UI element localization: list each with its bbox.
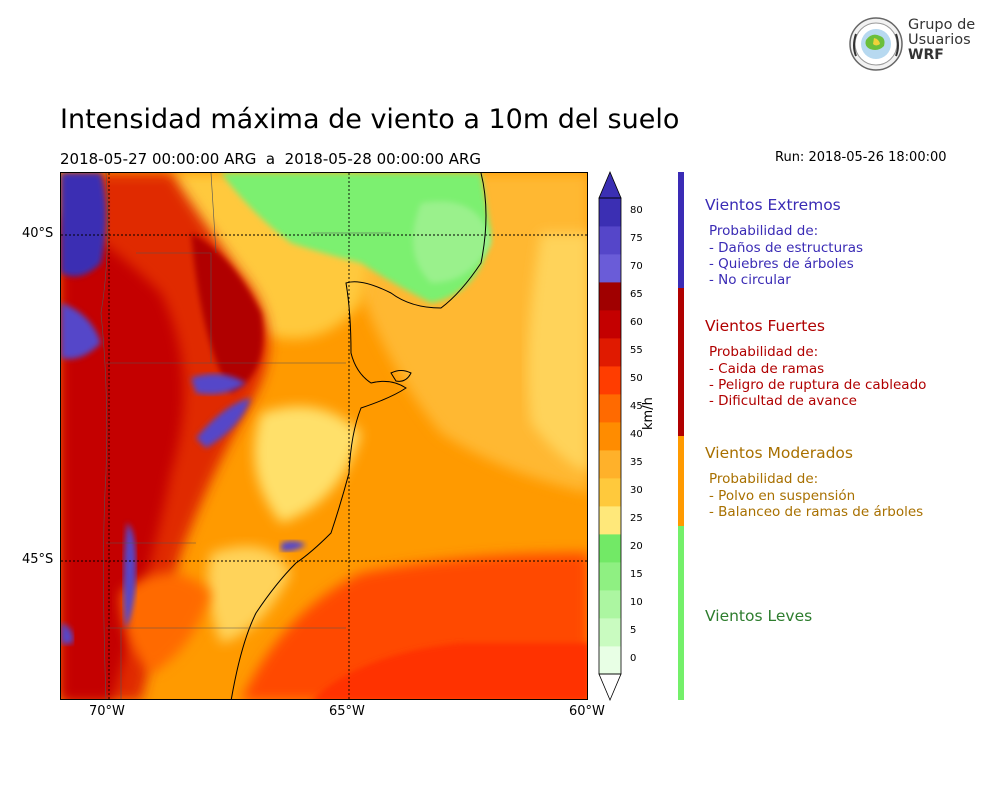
colorbar-bin bbox=[599, 478, 621, 507]
moderate-heading: Probabilidad de: bbox=[709, 471, 819, 487]
strong-item: - Dificultad de avance bbox=[709, 393, 857, 409]
colorbar-bin bbox=[599, 198, 621, 227]
colorbar-bin bbox=[599, 646, 621, 675]
strong-title: Vientos Fuertes bbox=[705, 317, 825, 335]
colorbar-bin bbox=[599, 618, 621, 647]
wind-map bbox=[60, 172, 588, 700]
colorbar-bin bbox=[599, 282, 621, 311]
colorbar-bin bbox=[599, 310, 621, 339]
colorbar-bin bbox=[599, 254, 621, 283]
colorbar-tick-label: 0 bbox=[630, 653, 637, 664]
colorbar-tick-label: 45 bbox=[630, 401, 643, 412]
colorbar-bin bbox=[599, 422, 621, 451]
colorbar-tick-label: 75 bbox=[630, 233, 643, 244]
colorbar-tick-label: 25 bbox=[630, 513, 643, 524]
moderate-item: - Polvo en suspensión bbox=[709, 488, 856, 504]
colorbar-bin bbox=[599, 226, 621, 255]
colorbar bbox=[598, 170, 622, 702]
colorbar-bin bbox=[599, 338, 621, 367]
colorbar-tick-label: 55 bbox=[630, 345, 643, 356]
colorbar-tick-label: 60 bbox=[630, 317, 643, 328]
moderate-bar bbox=[678, 436, 684, 526]
borders bbox=[100, 173, 391, 699]
colorbar-tick-label: 70 bbox=[630, 261, 643, 272]
strong-heading: Probabilidad de: bbox=[709, 344, 819, 360]
colorbar-bin bbox=[599, 450, 621, 479]
lon-tick-65w: 65°W bbox=[329, 704, 365, 719]
colorbar-bin bbox=[599, 590, 621, 619]
moderate-title: Vientos Moderados bbox=[705, 444, 853, 462]
colorbar-bin bbox=[599, 534, 621, 563]
wrf-logo: Grupo de Usuarios WRF bbox=[848, 16, 976, 72]
colorbar-tick-label: 5 bbox=[630, 625, 637, 636]
extreme-title: Vientos Extremos bbox=[705, 196, 841, 214]
colorbar-bin bbox=[599, 394, 621, 423]
moderate-item: - Balanceo de ramas de árboles bbox=[709, 504, 924, 520]
date-range: 2018-05-27 00:00:00 ARG a 2018-05-28 00:… bbox=[60, 150, 482, 168]
colorbar-units: km/h bbox=[641, 397, 656, 430]
colorbar-tick-label: 80 bbox=[630, 205, 643, 216]
colorbar-tick-label: 15 bbox=[630, 569, 643, 580]
logo-line1: Grupo de bbox=[908, 17, 976, 33]
colorbar-tick-label: 40 bbox=[630, 429, 643, 440]
globe-seal-icon bbox=[849, 17, 903, 71]
colorbar-tick-label: 30 bbox=[630, 485, 643, 496]
extreme-item: - Quiebres de árboles bbox=[709, 256, 854, 272]
graticule bbox=[61, 173, 587, 699]
strong-item: - Caida de ramas bbox=[709, 361, 825, 377]
lat-tick-40s: 40°S bbox=[22, 226, 54, 241]
colorbar-bin bbox=[599, 366, 621, 395]
colorbar-max-arrow bbox=[598, 170, 622, 199]
strong-item: - Peligro de ruptura de cableado bbox=[709, 377, 927, 393]
light-title: Vientos Leves bbox=[705, 607, 813, 625]
lon-tick-60w: 60°W bbox=[569, 704, 605, 719]
extreme-bar bbox=[678, 172, 684, 288]
run-time: Run: 2018-05-26 18:00:00 bbox=[775, 150, 947, 165]
light-bar bbox=[678, 526, 684, 700]
coastline bbox=[230, 173, 487, 699]
lat-tick-45s: 45°S bbox=[22, 552, 54, 567]
extreme-item: - Daños de estructuras bbox=[709, 240, 864, 256]
colorbar-bin bbox=[599, 562, 621, 591]
wind-shading bbox=[61, 173, 587, 699]
colorbar-tick-label: 10 bbox=[630, 597, 643, 608]
colorbar-bin bbox=[599, 506, 621, 535]
chart-title: Intensidad máxima de viento a 10m del su… bbox=[60, 104, 680, 135]
logo-line2: Usuarios bbox=[908, 32, 971, 48]
extreme-item: - No circular bbox=[709, 272, 791, 288]
colorbar-min-arrow bbox=[598, 673, 622, 702]
strong-bar bbox=[678, 288, 684, 436]
wind-field-plot bbox=[61, 173, 587, 699]
logo-line3: WRF bbox=[908, 47, 944, 63]
lon-tick-70w: 70°W bbox=[89, 704, 125, 719]
colorbar-tick-label: 50 bbox=[630, 373, 643, 384]
colorbar-tick-label: 35 bbox=[630, 457, 643, 468]
colorbar-tick-label: 65 bbox=[630, 289, 643, 300]
colorbar-outline bbox=[598, 197, 622, 675]
extreme-heading: Probabilidad de: bbox=[709, 223, 819, 239]
colorbar-tick-label: 20 bbox=[630, 541, 643, 552]
